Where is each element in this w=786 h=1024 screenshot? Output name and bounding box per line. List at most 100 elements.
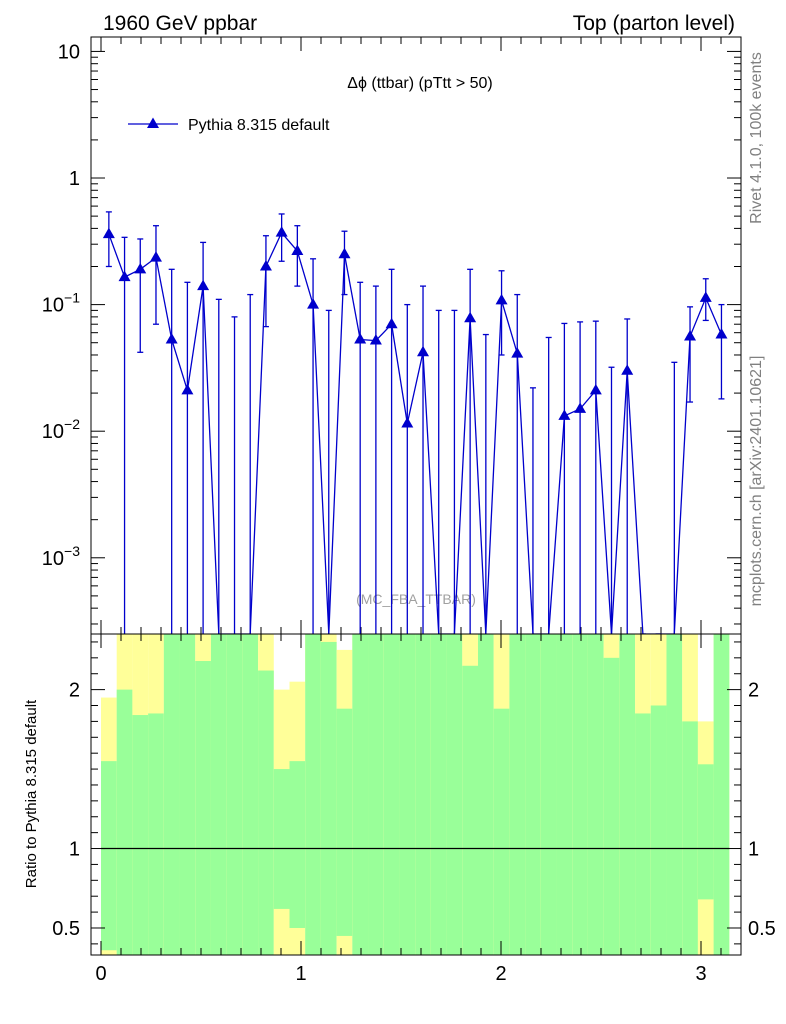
main-panel: Δϕ (ttbar) (pTtt > 50) (MC_FBA_TTBAR) 10… <box>42 36 742 635</box>
ratio-y-tick-label-right: 2 <box>748 680 759 702</box>
series-error-bars <box>105 211 725 635</box>
ratio-band-inner <box>368 634 384 955</box>
ratio-band-inner <box>572 634 588 955</box>
data-point-marker <box>495 293 508 305</box>
ratio-panel: 0.5 0.5 1 1 2 2 0 1 2 3 Ratio to Pythia 8.315 def… <box>23 633 776 985</box>
ratio-band-inner <box>666 634 683 955</box>
ratio-band-inner <box>635 713 651 955</box>
ratio-band-inner <box>540 634 557 955</box>
data-point-marker <box>118 270 131 282</box>
ratio-band-inner <box>556 634 573 955</box>
ratio-y-tick-label-right: 0.5 <box>748 918 776 940</box>
data-point-marker <box>338 247 351 259</box>
data-point-marker <box>574 402 587 413</box>
y-tick-label: 10−3 <box>42 543 80 570</box>
plot-title: Δϕ (ttbar) (pTtt > 50) <box>347 75 492 92</box>
y-axis-main <box>91 37 742 634</box>
ratio-band-inner <box>305 634 321 955</box>
rivet-version-label: Rivet 4.1.0, 100k events <box>748 52 765 224</box>
data-point-marker <box>417 345 430 357</box>
ratio-band-inner <box>320 641 337 955</box>
ratio-tick-labels: 0.5 0.5 1 1 2 2 0 1 2 3 <box>52 680 776 985</box>
ratio-band-inner <box>383 634 400 955</box>
ratio-band-inner <box>273 769 290 909</box>
ratio-y-axis-label: Ratio to Pythia 8.315 default <box>23 699 40 888</box>
data-point-marker <box>197 279 210 291</box>
data-point-marker <box>149 251 162 262</box>
legend: Pythia 8.315 default <box>128 117 330 134</box>
ratio-band-inner <box>195 661 211 955</box>
ratio-band-inner <box>713 634 730 955</box>
ratio-axis <box>91 634 742 955</box>
data-point-marker <box>589 383 602 395</box>
ratio-band-inner <box>336 708 353 936</box>
data-point-marker <box>275 226 288 237</box>
data-point-marker <box>401 417 414 428</box>
ratio-band-inner <box>682 721 698 955</box>
ratio-band-inner <box>226 634 243 955</box>
series-markers <box>102 226 728 428</box>
data-point-marker <box>621 364 634 375</box>
ratio-band-inner <box>289 761 306 928</box>
legend-label: Pythia 8.315 default <box>188 117 330 134</box>
y-tick-label: 1 <box>69 168 80 190</box>
ratio-band-inner <box>430 634 447 955</box>
data-point-marker <box>511 347 524 358</box>
y-tick-label: 10−1 <box>42 290 80 317</box>
data-point-marker <box>291 244 304 256</box>
data-point-marker <box>354 333 367 344</box>
ratio-band-inner <box>603 657 620 955</box>
ratio-bands <box>101 634 730 955</box>
ratio-band-inner <box>650 705 667 955</box>
ratio-band-inner <box>116 689 133 955</box>
x-tick-label: 0 <box>95 963 106 985</box>
header-left-title: 1960 GeV ppbar <box>103 12 257 35</box>
ratio-band-inner <box>415 634 431 955</box>
ratio-band-inner <box>525 634 541 955</box>
ratio-band-inner <box>163 634 180 955</box>
data-point-marker <box>134 262 147 274</box>
data-point-marker <box>715 328 728 339</box>
ratio-band-inner <box>179 634 196 955</box>
x-tick-label: 1 <box>295 963 306 985</box>
ratio-band-inner <box>132 715 149 955</box>
data-point-marker <box>684 329 697 341</box>
ratio-band-inner <box>619 634 636 955</box>
series-line <box>108 231 723 635</box>
ratio-band-inner <box>446 634 463 955</box>
header-right-title: Top (parton level) <box>573 12 735 35</box>
ratio-band-inner <box>509 634 526 955</box>
data-point-marker <box>259 259 272 271</box>
ratio-band-inner <box>697 764 714 900</box>
ratio-y-tick-label: 2 <box>69 680 80 702</box>
ratio-band-inner <box>478 634 494 955</box>
ratio-band-inner <box>258 670 274 955</box>
data-point-marker <box>464 311 477 323</box>
ratio-band-inner <box>101 761 117 951</box>
x-tick-label: 3 <box>695 963 706 985</box>
data-point-marker <box>699 291 712 302</box>
ratio-y-tick-label: 1 <box>69 839 80 861</box>
data-point-marker <box>385 317 398 329</box>
ratio-band-inner <box>352 634 369 955</box>
y-tick-labels-main: 10 1 10−1 10−2 10−3 <box>42 41 80 569</box>
data-point-marker <box>307 298 320 309</box>
data-point-marker <box>369 334 382 345</box>
ratio-band-inner <box>399 634 416 955</box>
mcplots-source-label: mcplots.cern.ch [arXiv:2401.10621] <box>748 356 765 607</box>
ratio-y-tick-label-right: 1 <box>748 839 759 861</box>
data-point-marker <box>558 409 571 420</box>
data-point-marker <box>181 383 194 395</box>
ratio-band-inner <box>210 634 227 955</box>
data-point-marker <box>165 333 178 344</box>
ratio-panel-frame <box>90 633 742 956</box>
ratio-y-tick-label: 0.5 <box>52 918 80 940</box>
ratio-band-inner <box>242 634 259 955</box>
ratio-band-inner <box>462 665 478 955</box>
ratio-band-inner <box>148 713 164 955</box>
ratio-band-inner <box>493 708 510 955</box>
y-tick-label: 10 <box>58 41 80 63</box>
ratio-band-inner <box>587 634 604 955</box>
x-tick-label: 2 <box>495 963 506 985</box>
